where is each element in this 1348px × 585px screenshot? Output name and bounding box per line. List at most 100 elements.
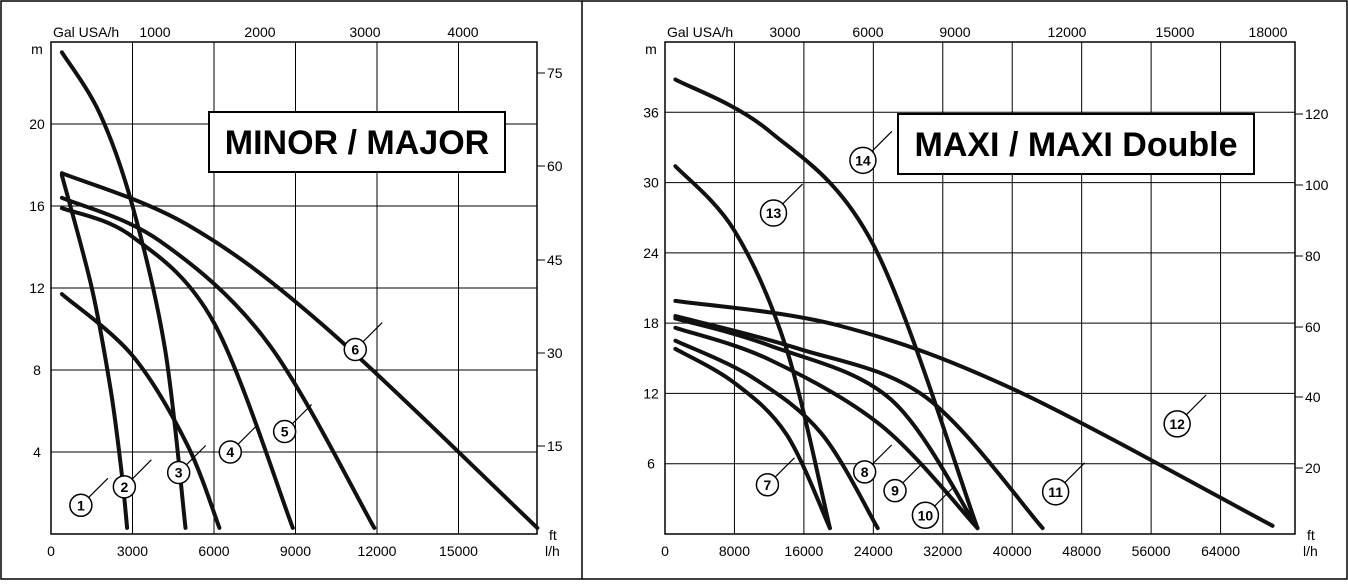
curve-badge-9 (883, 478, 907, 503)
x-tick-label: 0 (661, 543, 669, 559)
x-tick-label: 32000 (923, 543, 962, 559)
y-tick-label: 8 (33, 362, 41, 378)
curve-badge-label: 8 (861, 464, 869, 480)
curve-badge-8 (852, 460, 877, 484)
x-top-tick-label: 6000 (852, 24, 883, 40)
badge-leader-10 (934, 485, 955, 507)
badge-leader-13 (782, 183, 803, 205)
curve-badge-11 (1041, 478, 1070, 506)
curve-badge-label: 7 (764, 477, 772, 493)
x-tick-label: 48000 (1062, 543, 1101, 559)
curve-badge-label: 12 (1169, 416, 1185, 432)
x-top-tick-label: 15000 (1156, 24, 1195, 40)
y-right-tick-label: 60 (547, 158, 563, 174)
y-right-tick-label: 15 (547, 438, 563, 454)
x-top-axis-label: Gal USA/h (53, 24, 119, 40)
x-top-tick-label: 9000 (939, 24, 970, 40)
x-tick-label: 12000 (358, 543, 397, 559)
y-tick-label: 12 (643, 385, 659, 401)
pump-curve-3 (59, 292, 222, 530)
x-top-tick-label: 1000 (139, 24, 170, 40)
curve-badge-label: 10 (918, 507, 934, 523)
curve-badge-3 (166, 460, 191, 485)
curve-badge-label: 2 (120, 479, 128, 495)
curve-badge-label: 11 (1048, 484, 1063, 500)
curve-badge-13 (759, 199, 788, 227)
x-tick-label: 56000 (1132, 543, 1171, 559)
x-tick-label: 16000 (784, 543, 823, 559)
curve-badge-4 (218, 440, 243, 464)
y-right-tick-label: 30 (547, 345, 563, 361)
y-tick-label: 24 (643, 245, 659, 261)
curve-badge-12 (1163, 410, 1191, 438)
badge-leader-7 (774, 457, 795, 478)
x-top-tick-label: 2000 (244, 24, 275, 40)
badge-leader-5 (291, 404, 313, 425)
curve-badge-label: 9 (891, 483, 899, 499)
curve-badge-label: 1 (77, 497, 85, 513)
pump-curve-8 (673, 338, 880, 531)
curve-badge-label: 14 (855, 152, 871, 168)
y-right-tick-label: 20 (1305, 460, 1321, 476)
curve-badge-label: 6 (351, 342, 359, 358)
pump-curve-7 (673, 346, 832, 531)
y-tick-label: 4 (33, 444, 41, 460)
badge-leader-9 (902, 463, 923, 484)
pump-curve-12 (673, 298, 1275, 528)
pump-curve-13 (673, 164, 832, 531)
badge-leader-2 (131, 459, 152, 480)
badge-leader-4 (237, 424, 258, 445)
badge-leader-1 (88, 477, 109, 499)
curve-badge-label: 4 (226, 444, 234, 460)
y-axis-label: m (645, 41, 657, 57)
curve-badge-10 (911, 501, 940, 530)
y-tick-label: 6 (647, 456, 655, 472)
badge-leader-3 (185, 445, 207, 466)
pump-curve-10 (673, 316, 980, 531)
x-top-tick-label: 3000 (769, 24, 800, 40)
x-tick-label: 8000 (719, 543, 750, 559)
x-top-tick-label: 18000 (1249, 24, 1288, 40)
x-tick-label: 15000 (439, 543, 478, 559)
y-right-tick-label: 120 (1305, 106, 1329, 122)
curve-badge-14 (849, 146, 877, 175)
curve-badge-7 (755, 473, 780, 497)
y-tick-label: 16 (29, 198, 45, 214)
pump-curve-2 (59, 50, 188, 530)
y-right-tick-label: 75 (547, 65, 563, 81)
curve-badge-1 (69, 493, 93, 518)
chart-title: MAXI / MAXI Double (915, 126, 1238, 164)
chart-title-box (208, 111, 506, 173)
curve-badge-label: 5 (281, 424, 289, 440)
x-top-tick-label: 12000 (1048, 24, 1087, 40)
y-right-tick-label: 80 (1305, 248, 1321, 264)
y-tick-label: 20 (29, 116, 45, 132)
pump-curve-14 (673, 77, 980, 531)
y-tick-label: 30 (643, 175, 659, 191)
y-tick-label: 12 (29, 280, 45, 296)
x-tick-label: 3000 (117, 543, 148, 559)
curve-badge-label: 3 (175, 465, 183, 481)
pump-curve-6 (59, 171, 540, 530)
panel-maxi-maxi-double: 0 8000 16000 24000 32000 40000 48000 56000 64000… (643, 24, 1328, 559)
pump-curve-11 (673, 314, 1045, 531)
x-top-tick-label: 3000 (349, 24, 380, 40)
y-right-tick-label: 45 (547, 252, 563, 268)
pump-curve-5 (59, 195, 377, 530)
x-top-axis-label: Gal USA/h (667, 24, 733, 40)
pump-curve-4 (59, 206, 295, 530)
y-right-tick-label: 40 (1305, 389, 1321, 405)
y-right-tick-label: 100 (1305, 177, 1329, 193)
badge-leader-14 (871, 130, 893, 152)
badge-leader-6 (362, 322, 383, 343)
y-tick-label: 36 (643, 104, 659, 120)
badge-leader-11 (1064, 462, 1086, 484)
y-tick-label: 18 (643, 315, 659, 331)
curve-badge-6 (343, 337, 368, 362)
y-axis-label: m (31, 41, 43, 57)
y-right-tick-label: 60 (1305, 319, 1321, 335)
curve-badge-2 (112, 475, 137, 499)
